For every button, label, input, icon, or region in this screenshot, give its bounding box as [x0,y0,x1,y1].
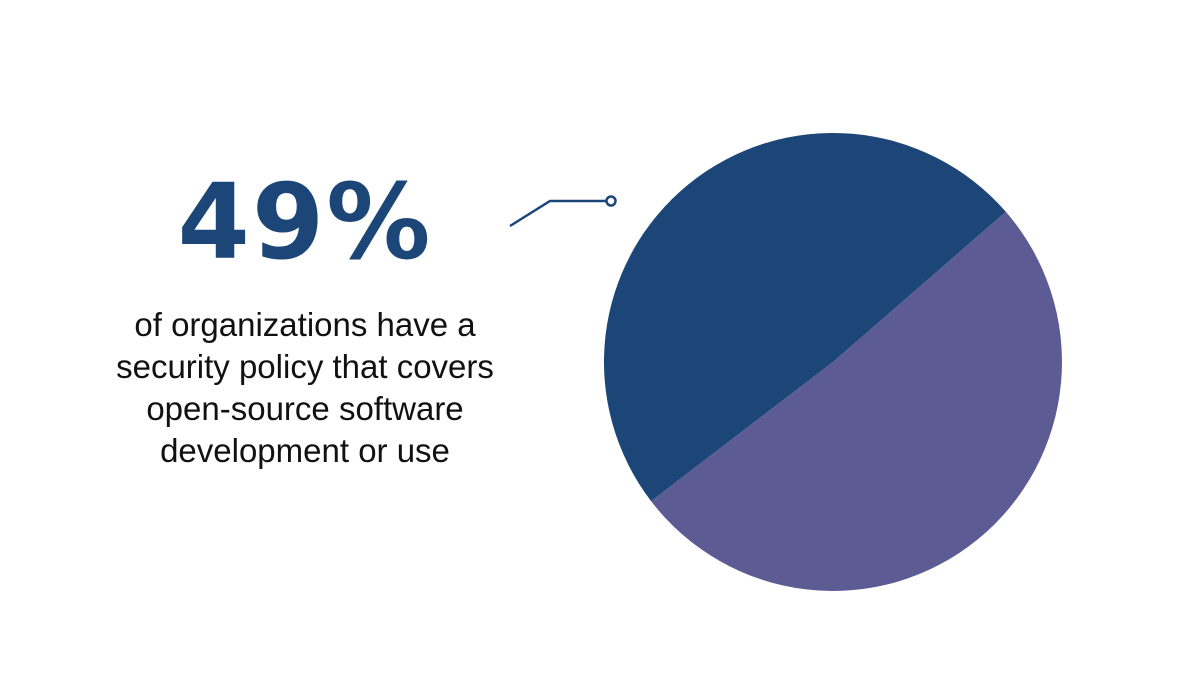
stat-caption: of organizations have a security policy … [116,306,494,469]
stat-block: 49% of organizations have a security pol… [100,170,510,472]
callout-leader [509,195,617,228]
pie-slices [603,132,1062,591]
callout-line [509,199,607,228]
callout-dot [605,195,617,207]
pie-slice-1 [603,132,1006,502]
highlight-percentage: 49% [177,161,433,283]
pie-slice-2 [651,211,1062,591]
